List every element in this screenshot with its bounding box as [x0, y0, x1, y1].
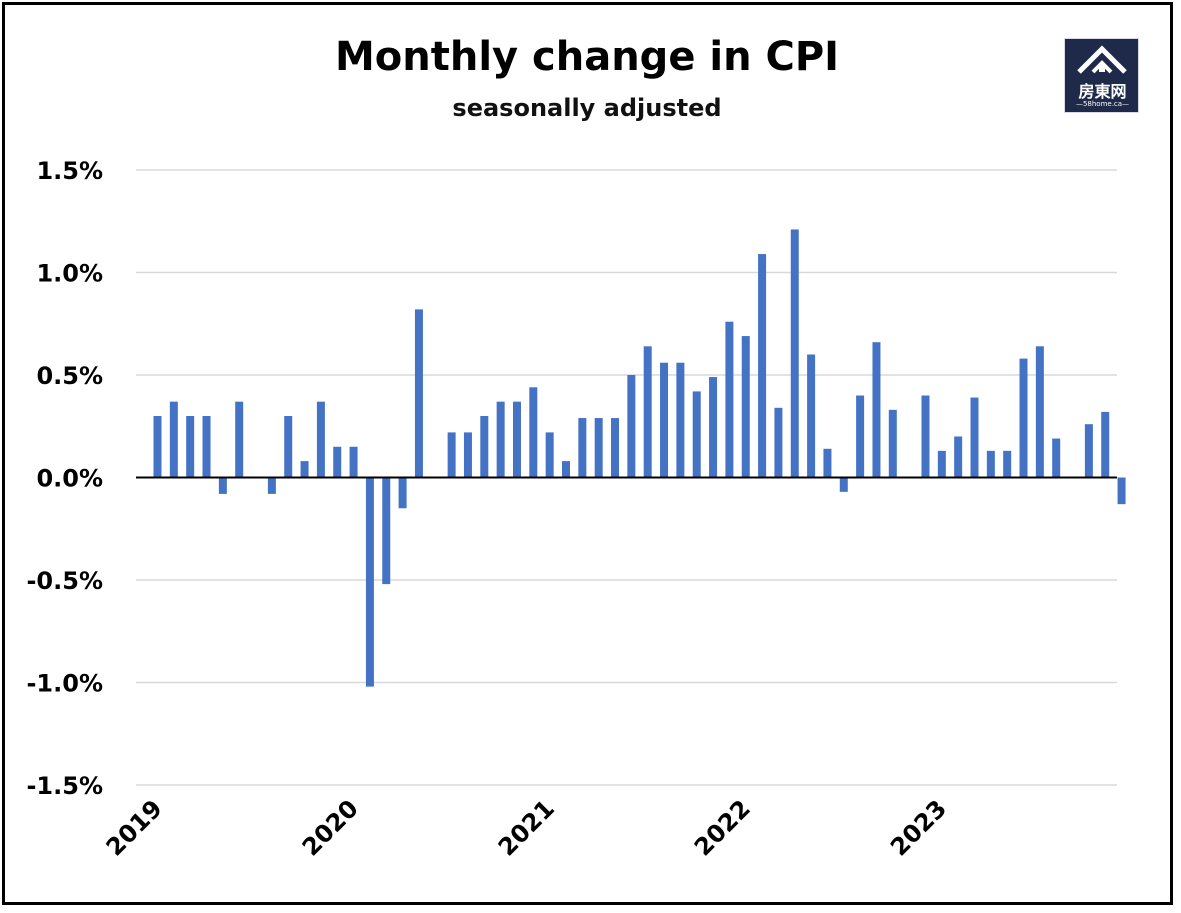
bar-2020-05 — [414, 309, 423, 478]
bar-2019-05 — [218, 477, 227, 494]
bar-2019-03 — [186, 416, 195, 478]
bar-2023-01 — [937, 450, 946, 478]
x-tick-label: 2020 — [297, 794, 364, 861]
bar-2023-03 — [970, 397, 979, 478]
bar-2023-08 — [1052, 438, 1061, 478]
bar-2020-04 — [398, 477, 407, 509]
bar-2019-09 — [284, 416, 293, 478]
house-roof-icon — [1077, 45, 1127, 74]
bar-2022-04 — [790, 229, 799, 478]
bar-2021-05 — [611, 418, 620, 478]
bar-2019-04 — [202, 416, 211, 478]
bar-2019-08 — [267, 477, 276, 494]
x-axis-ticks: 2019 2020 2021 2022 2023 — [101, 794, 952, 861]
bar-2023-06 — [1019, 358, 1028, 478]
y-tick-label: 1.0% — [36, 260, 103, 288]
bar-2021-09 — [676, 362, 685, 478]
bar-2020-12 — [529, 387, 538, 478]
bar-2021-11 — [709, 377, 718, 478]
bar-2020-03 — [382, 477, 391, 585]
bar-2022-02 — [758, 254, 767, 478]
bar-2022-07 — [839, 477, 848, 492]
bar-2023-10 — [1084, 424, 1093, 478]
bar-2023-02 — [954, 436, 963, 478]
y-tick-label: 1.5% — [36, 157, 103, 185]
bar-2023-04 — [986, 450, 995, 478]
bar-2021-12 — [725, 321, 734, 478]
y-tick-label: -0.5% — [26, 567, 103, 595]
x-tick-label: 2023 — [885, 794, 952, 861]
bar-2019-11 — [316, 401, 325, 478]
bar-2021-06 — [627, 375, 636, 478]
bar-2019-01 — [153, 416, 162, 478]
bar-2021-02 — [562, 461, 570, 478]
bar-2022-05 — [807, 354, 816, 478]
bar-2022-12 — [921, 395, 930, 478]
logo-site-text: —58home.ca— — [1075, 100, 1130, 108]
bar-2023-11 — [1101, 411, 1110, 478]
bar-2021-08 — [660, 362, 669, 478]
chart-title: Monthly change in CPI — [334, 34, 840, 80]
bar-2023-07 — [1035, 346, 1044, 478]
bar-2023-12 — [1117, 477, 1126, 505]
bar-2020-02 — [365, 477, 374, 687]
y-tick-label: 0.0% — [36, 465, 103, 493]
bar-2022-09 — [872, 342, 881, 478]
bar-2022-08 — [856, 395, 865, 478]
chart-subtitle: seasonally adjusted — [452, 94, 722, 122]
bar-2022-01 — [741, 336, 750, 478]
bar-2022-06 — [823, 448, 832, 478]
bar-2021-04 — [594, 418, 603, 478]
bar-2020-11 — [512, 401, 521, 478]
grid-lines — [136, 169, 1117, 786]
bar-2021-07 — [643, 346, 652, 478]
bar-2023-05 — [1003, 450, 1012, 478]
bar-2019-06 — [235, 401, 244, 478]
bar-2019-02 — [169, 401, 178, 478]
x-tick-label: 2022 — [689, 794, 756, 861]
x-tick-label: 2019 — [101, 794, 168, 861]
site-logo: 房東网 —58home.ca— — [1064, 38, 1139, 113]
bars — [153, 229, 1126, 687]
bar-2020-08 — [463, 432, 472, 478]
y-tick-label: -1.5% — [26, 772, 103, 800]
y-axis-ticks: 1.5% 1.0% 0.5% 0.0% -0.5% -1.0% -1.5% — [26, 157, 103, 800]
bar-2022-10 — [888, 409, 897, 478]
bar-2020-07 — [447, 432, 456, 478]
bar-2020-01 — [349, 446, 358, 478]
bar-2020-10 — [496, 401, 505, 478]
bar-2020-09 — [480, 416, 489, 478]
bar-2022-03 — [774, 407, 783, 478]
bar-2019-12 — [333, 446, 342, 478]
x-tick-label: 2021 — [493, 794, 560, 861]
logo-text: 房東网 — [1078, 82, 1127, 101]
bar-2021-01 — [545, 432, 554, 478]
bar-2021-03 — [578, 418, 587, 478]
y-tick-label: 0.5% — [36, 362, 103, 390]
bar-2021-10 — [692, 391, 701, 478]
bar-2019-10 — [300, 461, 309, 478]
y-tick-label: -1.0% — [26, 670, 103, 698]
